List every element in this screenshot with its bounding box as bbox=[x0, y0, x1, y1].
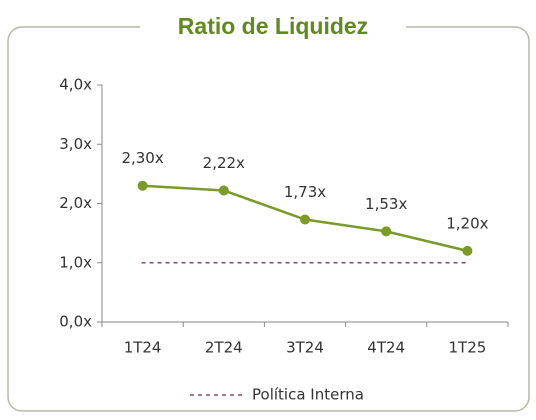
y-tick-label: 4,0x bbox=[59, 76, 92, 94]
y-tick-label: 1,0x bbox=[59, 253, 92, 271]
y-tick-label: 2,0x bbox=[59, 194, 92, 212]
point bbox=[381, 226, 392, 237]
value-label: 2,22x bbox=[203, 154, 245, 172]
x-tick-label: 1T24 bbox=[124, 339, 162, 357]
value-label: 1,20x bbox=[446, 214, 488, 232]
x-tick-label: 3T24 bbox=[286, 339, 324, 357]
y-tick-label: 0,0x bbox=[59, 313, 92, 331]
value-label: 1,53x bbox=[365, 195, 407, 213]
point bbox=[137, 180, 148, 191]
x-tick-label: 4T24 bbox=[367, 339, 405, 357]
y-tick-label: 3,0x bbox=[59, 135, 92, 153]
value-label: 2,30x bbox=[121, 149, 163, 167]
legend-label: Política Interna bbox=[252, 386, 364, 404]
chart-title: Ratio de Liquidez bbox=[178, 13, 368, 39]
point bbox=[462, 245, 473, 256]
point bbox=[218, 185, 229, 196]
title-backdrop bbox=[140, 10, 406, 44]
x-tick-label: 1T25 bbox=[449, 339, 487, 357]
point bbox=[300, 214, 310, 225]
x-tick-label: 2T24 bbox=[205, 339, 243, 357]
value-label: 1,73x bbox=[284, 183, 326, 201]
